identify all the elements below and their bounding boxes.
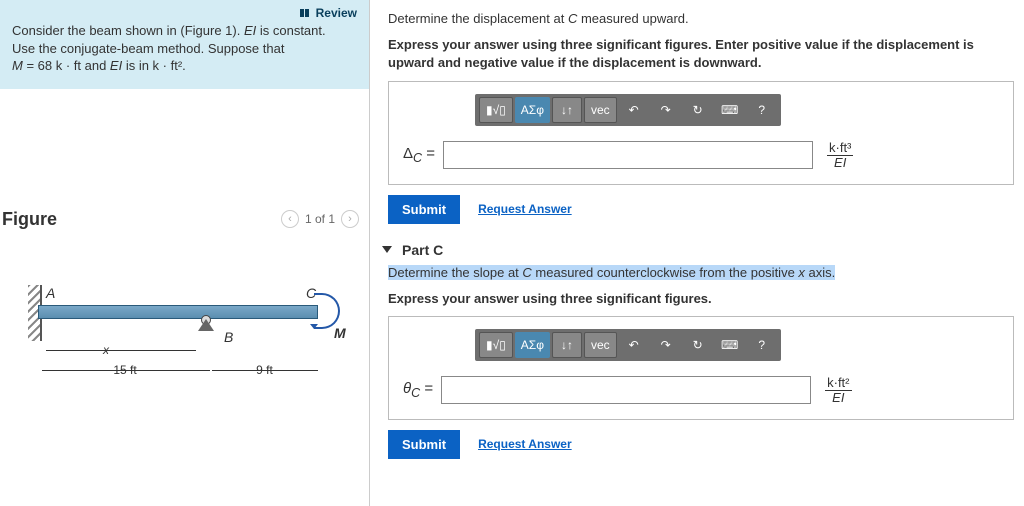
partC-request-answer-link[interactable]: Request Answer xyxy=(478,437,572,451)
tb-undo-icon[interactable]: ↶ xyxy=(619,97,649,123)
pager-prev[interactable]: ‹ xyxy=(281,210,299,228)
partC-answer-row: θC = k·ft²EI xyxy=(403,375,999,405)
partC-unit: k·ft²EI xyxy=(825,375,851,405)
partC-instruction: Express your answer using three signific… xyxy=(388,290,1014,308)
partB-question: Determine the displacement at C measured… xyxy=(388,10,1014,28)
review-link[interactable]: Review xyxy=(300,6,357,20)
right-panel: Determine the displacement at C measured… xyxy=(370,0,1024,506)
dim-x: x xyxy=(76,343,136,357)
figure-pager: ‹ 1 of 1 › xyxy=(281,210,359,228)
tb-greek-icon[interactable]: ΑΣφ xyxy=(515,332,550,358)
support xyxy=(198,319,214,331)
partB-request-answer-link[interactable]: Request Answer xyxy=(478,202,572,216)
partC-toolbar: ▮√▯ ΑΣφ ↓↑ vec ↶ ↷ ↻ ⌨ ? xyxy=(475,329,781,361)
review-icon xyxy=(300,6,312,14)
tb-keyboard-icon[interactable]: ⌨ xyxy=(715,332,745,358)
tb-redo-icon[interactable]: ↷ xyxy=(651,332,681,358)
dim-9: 9 ft xyxy=(212,363,317,377)
beam xyxy=(38,305,318,319)
tb-greek-icon[interactable]: ΑΣφ xyxy=(515,97,550,123)
partC-question: Determine the slope at C measured counte… xyxy=(388,264,1014,282)
figure-section: Figure ‹ 1 of 1 › A B C M x 15 ft 9 ft xyxy=(0,89,369,395)
partB-var: ΔC = xyxy=(403,145,435,165)
problem-text: Consider the beam shown in (Figure 1). E… xyxy=(12,22,357,75)
partC-header[interactable]: Part C xyxy=(382,242,1014,258)
dim-15: 15 ft xyxy=(40,363,210,377)
tb-keyboard-icon[interactable]: ⌨ xyxy=(715,97,745,123)
partC-answer-box: ▮√▯ ΑΣφ ↓↑ vec ↶ ↷ ↻ ⌨ ? θC = k·ft²EI xyxy=(388,316,1014,420)
tb-subsup-icon[interactable]: ↓↑ xyxy=(552,332,582,358)
figure-title: Figure xyxy=(0,209,57,230)
tb-subsup-icon[interactable]: ↓↑ xyxy=(552,97,582,123)
partB-instruction: Express your answer using three signific… xyxy=(388,36,1014,72)
tb-template-icon[interactable]: ▮√▯ xyxy=(479,332,513,358)
label-B: B xyxy=(224,329,233,345)
tb-reset-icon[interactable]: ↻ xyxy=(683,332,713,358)
problem-statement: Review Consider the beam shown in (Figur… xyxy=(0,0,369,89)
partB-submit-button[interactable]: Submit xyxy=(388,195,460,224)
partB-toolbar: ▮√▯ ΑΣφ ↓↑ vec ↶ ↷ ↻ ⌨ ? xyxy=(475,94,781,126)
tb-reset-icon[interactable]: ↻ xyxy=(683,97,713,123)
label-M: M xyxy=(334,325,346,341)
partC-input[interactable] xyxy=(441,376,811,404)
caret-down-icon xyxy=(382,246,392,253)
tb-vec-icon[interactable]: vec xyxy=(584,97,617,123)
tb-help-icon[interactable]: ? xyxy=(747,97,777,123)
partC-submit-row: Submit Request Answer xyxy=(388,430,1014,459)
partB-submit-row: Submit Request Answer xyxy=(388,195,1014,224)
tb-help-icon[interactable]: ? xyxy=(747,332,777,358)
partC-submit-button[interactable]: Submit xyxy=(388,430,460,459)
pager-next[interactable]: › xyxy=(341,210,359,228)
tb-redo-icon[interactable]: ↷ xyxy=(651,97,681,123)
tb-template-icon[interactable]: ▮√▯ xyxy=(479,97,513,123)
left-panel: Review Consider the beam shown in (Figur… xyxy=(0,0,370,506)
partB-unit: k·ft³EI xyxy=(827,140,853,170)
label-C: C xyxy=(306,285,316,301)
pager-text: 1 of 1 xyxy=(305,212,335,226)
partB-input[interactable] xyxy=(443,141,813,169)
label-A: A xyxy=(46,285,55,301)
review-label: Review xyxy=(316,6,357,20)
tb-undo-icon[interactable]: ↶ xyxy=(619,332,649,358)
partC-title: Part C xyxy=(402,242,443,258)
tb-vec-icon[interactable]: vec xyxy=(584,332,617,358)
moment-arrow xyxy=(314,293,340,329)
partC-var: θC = xyxy=(403,380,433,400)
beam-figure: A B C M x 15 ft 9 ft xyxy=(28,285,341,395)
partB-answer-box: ▮√▯ ΑΣφ ↓↑ vec ↶ ↷ ↻ ⌨ ? ΔC = k·ft³EI xyxy=(388,81,1014,185)
partB-answer-row: ΔC = k·ft³EI xyxy=(403,140,999,170)
